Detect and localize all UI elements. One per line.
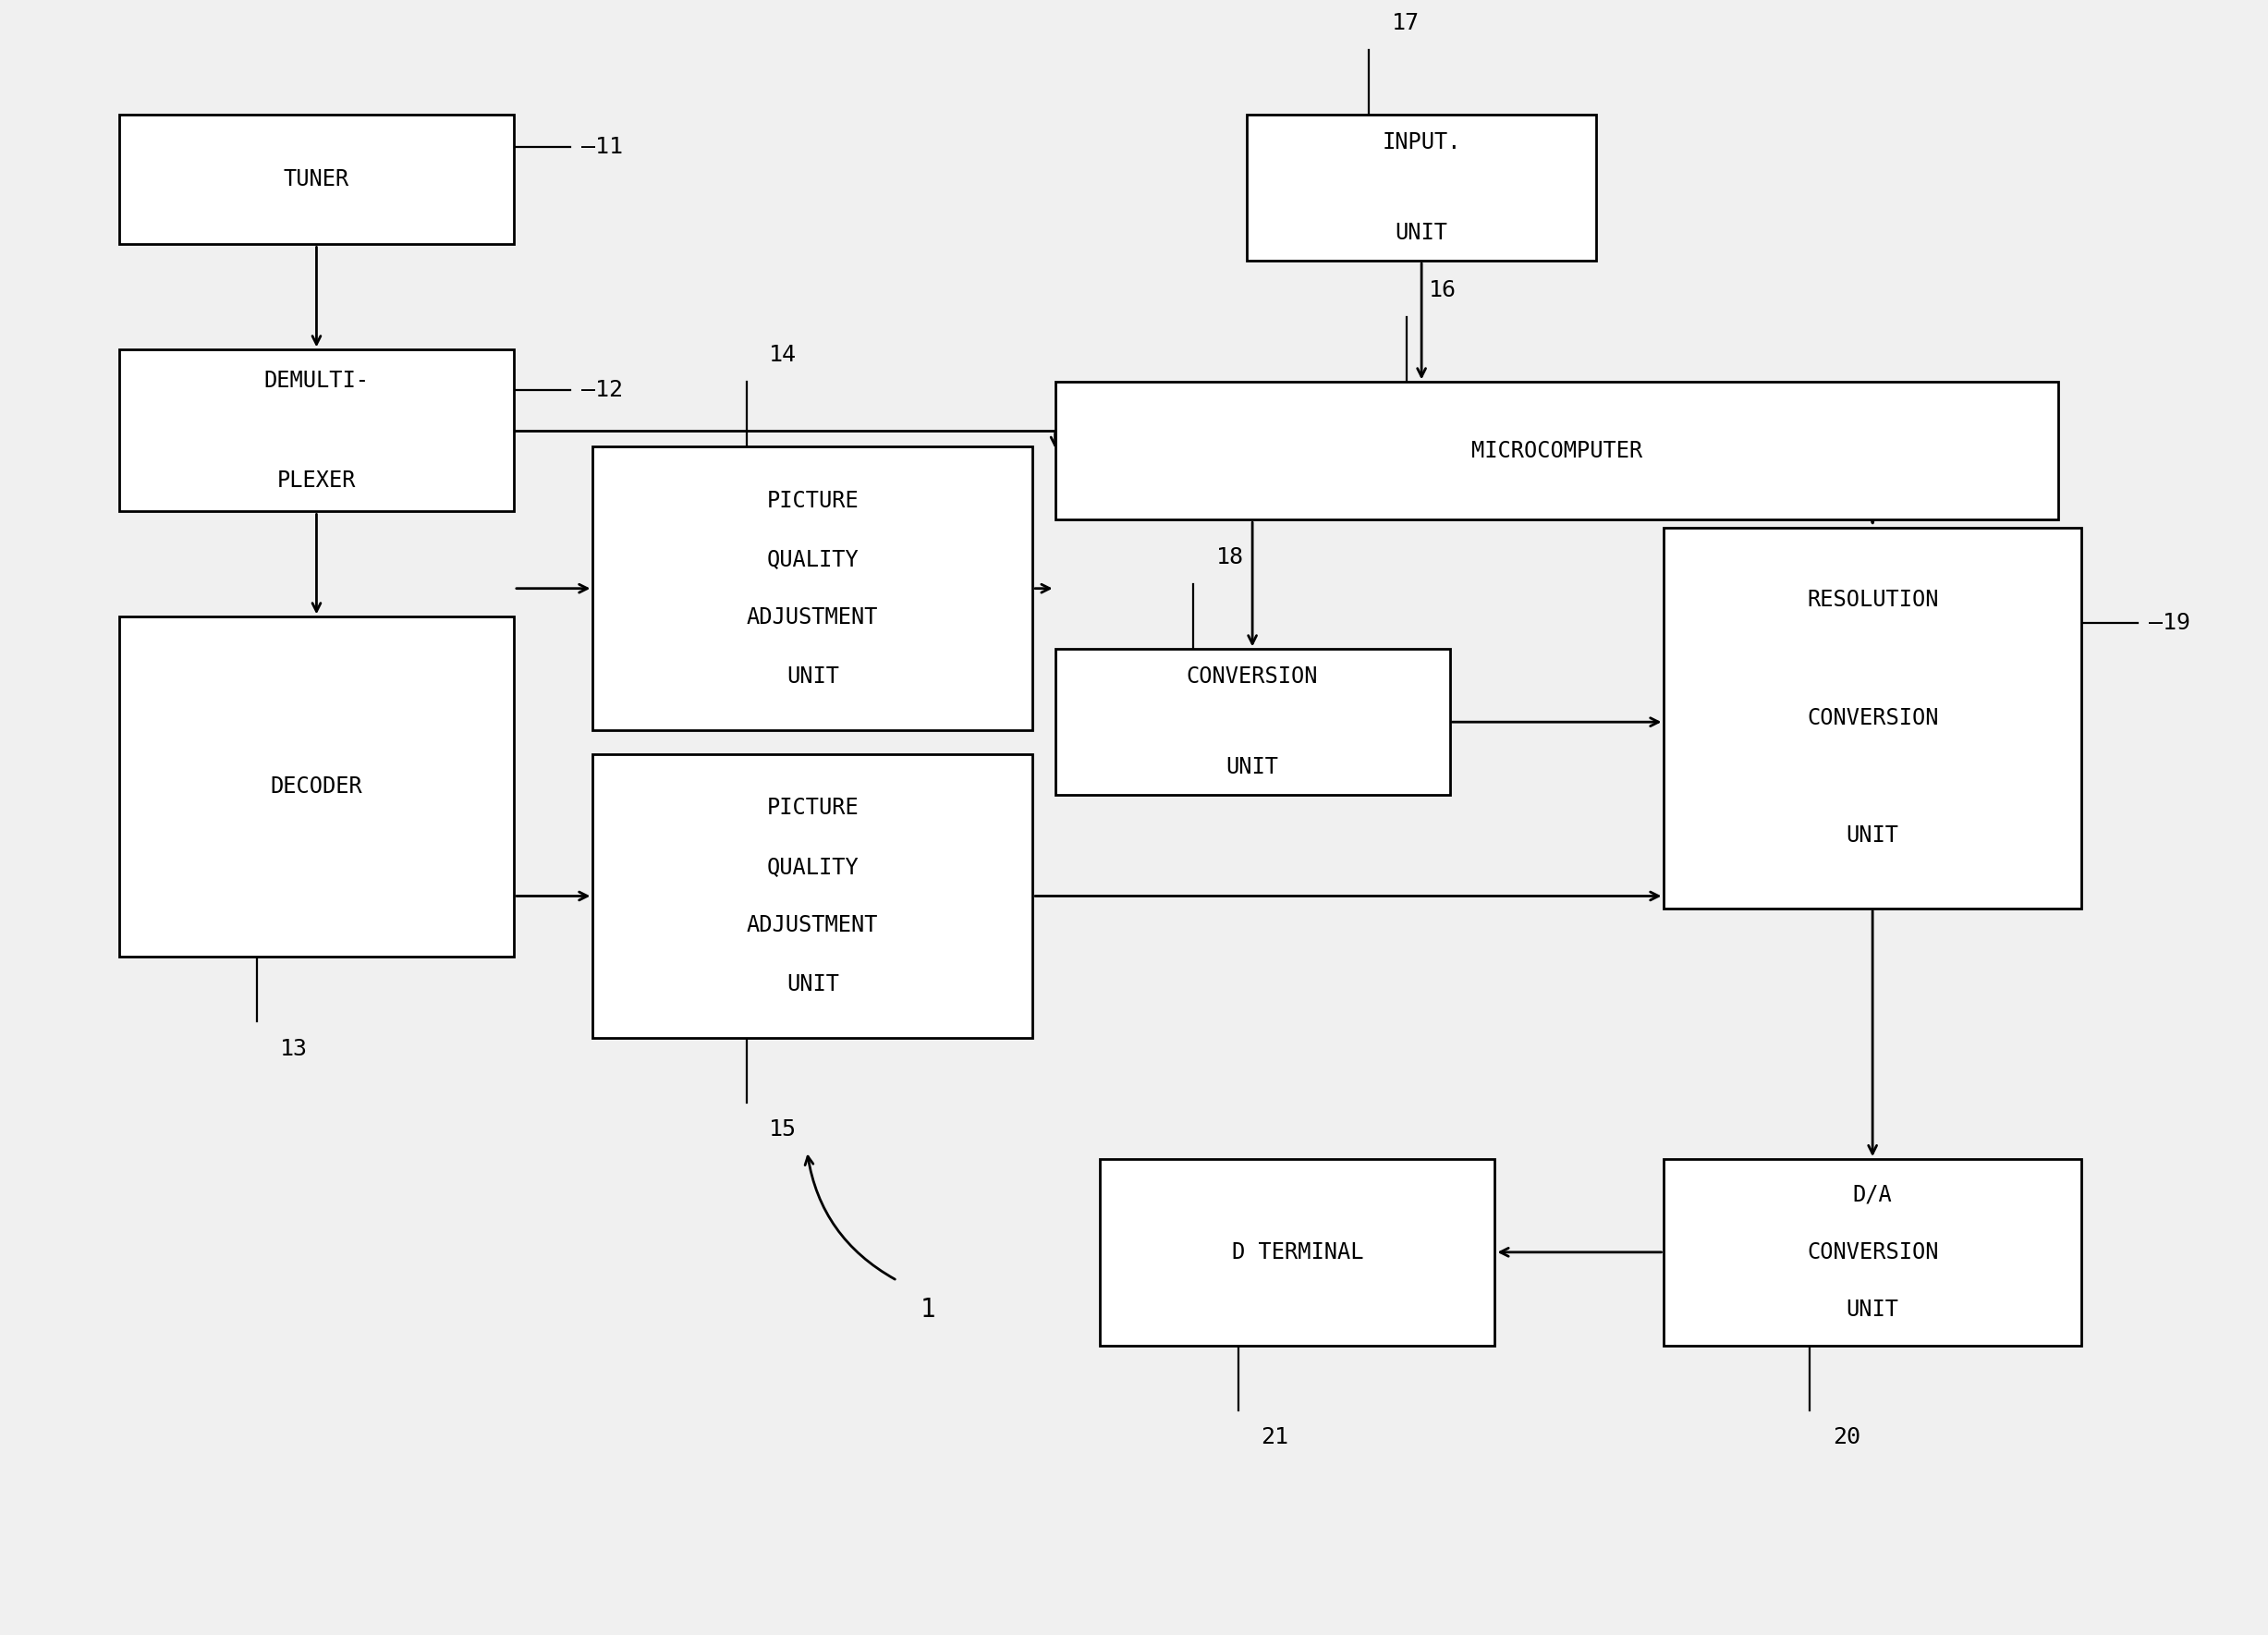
Text: PICTURE: PICTURE (767, 798, 860, 819)
Bar (1100, 1159, 1495, 1346)
Text: CONVERSION: CONVERSION (1808, 706, 1939, 729)
Bar (120, 616, 515, 956)
Bar (120, 114, 515, 245)
Text: RESOLUTION: RESOLUTION (1808, 589, 1939, 611)
Bar (1247, 114, 1597, 260)
Text: DEMULTI-: DEMULTI- (263, 370, 370, 391)
Text: UNIT: UNIT (787, 973, 839, 996)
Text: 21: 21 (1261, 1426, 1288, 1449)
Text: PICTURE: PICTURE (767, 489, 860, 512)
Text: ADJUSTMENT: ADJUSTMENT (746, 914, 878, 937)
Bar (592, 446, 1032, 731)
Bar (1055, 383, 2059, 520)
Bar (592, 754, 1032, 1038)
Text: 18: 18 (1216, 546, 1243, 569)
Text: QUALITY: QUALITY (767, 855, 860, 878)
Text: PLEXER: PLEXER (277, 469, 356, 492)
Text: UNIT: UNIT (1227, 755, 1279, 778)
Bar (1665, 1159, 2082, 1346)
Bar (1665, 528, 2082, 907)
Text: 16: 16 (1429, 280, 1456, 301)
Text: QUALITY: QUALITY (767, 548, 860, 571)
Text: UNIT: UNIT (1846, 1298, 1898, 1321)
Text: D/A: D/A (1853, 1184, 1892, 1205)
Text: –11: –11 (581, 136, 624, 159)
Text: D TERMINAL: D TERMINAL (1232, 1241, 1363, 1264)
Text: –12: –12 (581, 379, 624, 401)
Text: DECODER: DECODER (270, 775, 363, 798)
Text: UNIT: UNIT (1395, 222, 1447, 244)
Text: –19: –19 (2148, 611, 2191, 634)
Text: 1: 1 (921, 1297, 934, 1323)
FancyArrowPatch shape (805, 1156, 896, 1279)
Bar (1055, 649, 1449, 795)
Text: 14: 14 (769, 343, 796, 366)
Text: ADJUSTMENT: ADJUSTMENT (746, 607, 878, 629)
Bar (120, 350, 515, 512)
Text: 17: 17 (1393, 11, 1420, 34)
Text: UNIT: UNIT (787, 665, 839, 687)
Text: 13: 13 (279, 1038, 308, 1059)
Text: CONVERSION: CONVERSION (1808, 1241, 1939, 1264)
Text: UNIT: UNIT (1846, 824, 1898, 847)
Text: 15: 15 (769, 1118, 796, 1141)
Text: CONVERSION: CONVERSION (1186, 665, 1318, 688)
Text: 20: 20 (1833, 1426, 1860, 1449)
Text: MICROCOMPUTER: MICROCOMPUTER (1472, 440, 1642, 463)
Text: INPUT.: INPUT. (1381, 131, 1461, 154)
Text: TUNER: TUNER (284, 168, 349, 191)
